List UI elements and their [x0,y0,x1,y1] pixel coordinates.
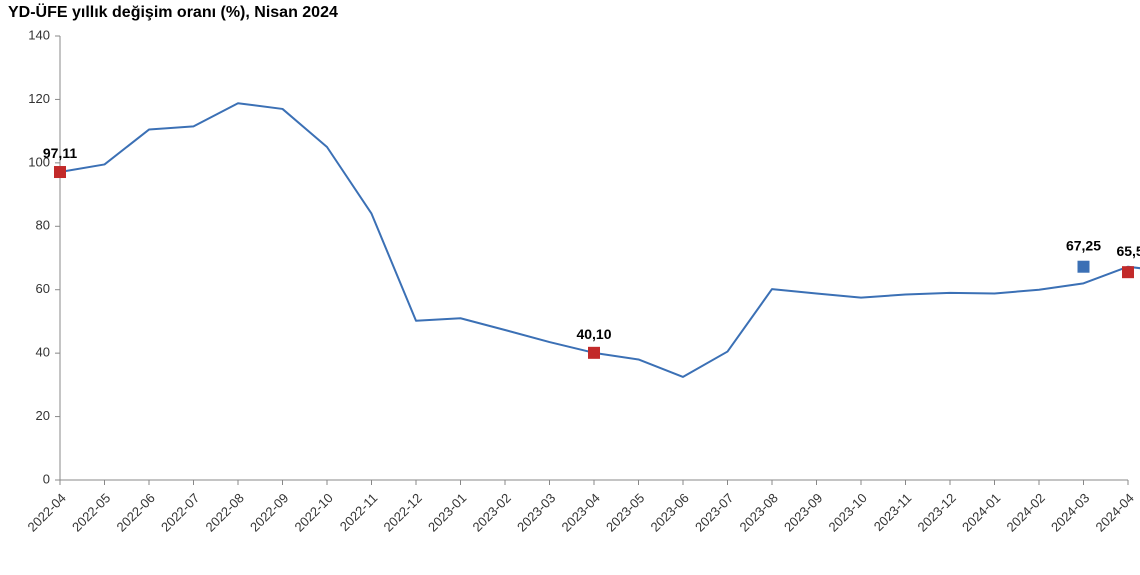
data-marker [54,166,66,178]
x-tick-label: 2022-12 [381,490,425,534]
x-tick-label: 2023-09 [781,490,825,534]
x-tick-label: 2023-12 [915,490,959,534]
x-tick-label: 2022-05 [69,490,113,534]
x-tick-label: 2023-04 [559,490,603,534]
x-tick-label: 2023-06 [648,490,692,534]
x-tick-label: 2023-10 [826,490,870,534]
x-tick-label: 2024-02 [1004,490,1048,534]
data-label: 97,11 [43,145,77,161]
x-tick-label: 2023-01 [425,490,469,534]
y-tick-label: 0 [43,471,50,486]
x-tick-label: 2022-04 [25,490,69,534]
x-tick-label: 2024-04 [1093,490,1137,534]
chart-area: 0204060801001201402022-042022-052022-062… [0,0,1140,570]
x-tick-label: 2023-02 [470,490,514,534]
x-tick-label: 2022-10 [292,490,336,534]
y-tick-label: 80 [36,218,50,233]
x-tick-label: 2023-11 [871,490,915,534]
x-tick-label: 2023-08 [737,490,781,534]
data-label: 40,10 [576,326,611,342]
x-tick-label: 2022-07 [158,490,202,534]
x-tick-label: 2024-01 [959,490,1003,534]
x-tick-label: 2022-09 [247,490,291,534]
x-tick-label: 2022-06 [114,490,158,534]
data-marker [1122,266,1134,278]
y-tick-label: 120 [28,91,50,106]
data-marker [1078,261,1090,273]
x-tick-label: 2023-03 [514,490,558,534]
y-tick-label: 40 [36,345,50,360]
data-marker [588,347,600,359]
x-tick-label: 2024-03 [1048,490,1092,534]
x-tick-label: 2023-05 [603,490,647,534]
x-tick-label: 2022-08 [203,490,247,534]
y-tick-label: 140 [28,27,50,42]
x-tick-label: 2022-11 [337,490,381,534]
y-tick-label: 60 [36,281,50,296]
x-tick-label: 2023-07 [692,490,736,534]
y-tick-label: 20 [36,408,50,423]
data-label: 65,53 [1116,243,1140,259]
data-label: 67,25 [1066,238,1101,254]
chart-svg: 0204060801001201402022-042022-052022-062… [0,0,1140,570]
